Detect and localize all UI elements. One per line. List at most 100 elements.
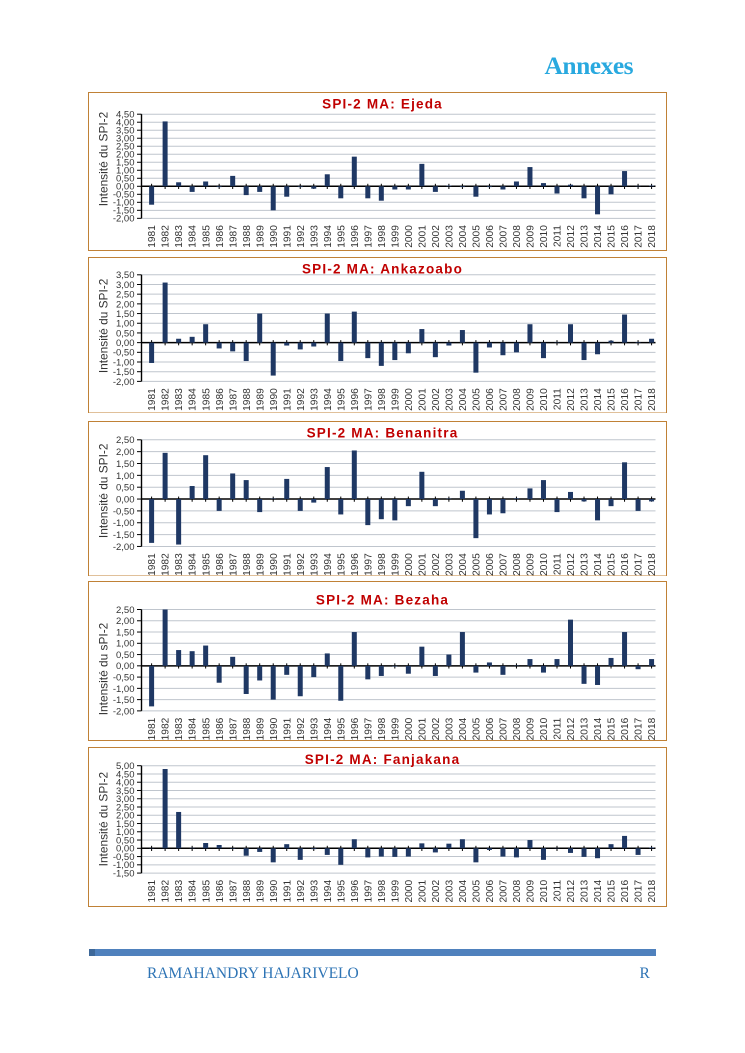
- svg-text:2,00: 2,00: [116, 616, 135, 627]
- svg-text:2006: 2006: [485, 387, 496, 410]
- svg-text:2007: 2007: [499, 552, 510, 575]
- svg-text:1983: 1983: [174, 717, 185, 740]
- svg-text:2005: 2005: [472, 225, 483, 248]
- svg-text:2014: 2014: [593, 552, 604, 575]
- svg-text:2007: 2007: [499, 717, 510, 740]
- svg-text:2000: 2000: [404, 552, 415, 575]
- svg-text:2002: 2002: [431, 717, 442, 740]
- svg-text:1994: 1994: [323, 552, 334, 575]
- svg-text:1991: 1991: [282, 225, 293, 248]
- svg-text:1992: 1992: [296, 879, 307, 902]
- svg-text:2007: 2007: [499, 387, 510, 410]
- svg-text:2011: 2011: [553, 717, 564, 739]
- svg-text:1991: 1991: [282, 717, 293, 740]
- svg-text:2009: 2009: [526, 387, 537, 410]
- svg-text:-1,50: -1,50: [113, 530, 135, 541]
- svg-text:1988: 1988: [242, 717, 253, 740]
- svg-text:1987: 1987: [228, 387, 239, 410]
- svg-text:1996: 1996: [350, 387, 361, 410]
- svg-text:2016: 2016: [620, 552, 631, 575]
- svg-text:-1,00: -1,00: [113, 198, 135, 209]
- svg-text:2014: 2014: [593, 717, 604, 740]
- svg-text:1987: 1987: [228, 552, 239, 575]
- svg-text:-0,50: -0,50: [113, 506, 135, 517]
- svg-text:2015: 2015: [607, 879, 618, 902]
- svg-text:2,50: 2,50: [116, 605, 135, 616]
- svg-text:2,00: 2,00: [116, 150, 135, 161]
- svg-text:2014: 2014: [593, 387, 604, 410]
- svg-text:Intensité du sPI-2: Intensité du sPI-2: [97, 622, 111, 715]
- svg-text:1984: 1984: [188, 552, 199, 575]
- svg-text:2,50: 2,50: [116, 802, 135, 813]
- svg-text:1994: 1994: [323, 717, 334, 740]
- svg-text:3,50: 3,50: [116, 270, 135, 281]
- svg-text:3,00: 3,00: [116, 794, 135, 805]
- svg-text:2015: 2015: [607, 717, 618, 740]
- svg-text:Intensité du SPI-2: Intensité du SPI-2: [97, 111, 111, 206]
- svg-text:1989: 1989: [255, 387, 266, 410]
- svg-text:1988: 1988: [242, 225, 253, 248]
- svg-text:1981: 1981: [147, 387, 158, 410]
- svg-text:1987: 1987: [228, 717, 239, 740]
- svg-text:2000: 2000: [404, 225, 415, 248]
- svg-text:1998: 1998: [377, 879, 388, 902]
- svg-text:2005: 2005: [472, 717, 483, 740]
- svg-text:2002: 2002: [431, 387, 442, 410]
- svg-text:1,50: 1,50: [116, 158, 135, 169]
- svg-text:5,00: 5,00: [116, 761, 135, 772]
- svg-text:1,00: 1,00: [116, 318, 135, 329]
- svg-text:2018: 2018: [647, 387, 658, 410]
- svg-text:1993: 1993: [309, 717, 320, 740]
- svg-text:1990: 1990: [269, 387, 280, 410]
- svg-text:1990: 1990: [269, 225, 280, 248]
- svg-text:1989: 1989: [255, 717, 266, 740]
- svg-text:1981: 1981: [147, 879, 158, 902]
- svg-text:3,00: 3,00: [116, 134, 135, 145]
- svg-text:2004: 2004: [458, 552, 469, 575]
- svg-text:1989: 1989: [255, 552, 266, 575]
- svg-text:2015: 2015: [607, 225, 618, 248]
- svg-text:1,00: 1,00: [116, 470, 135, 481]
- svg-text:1994: 1994: [323, 387, 334, 410]
- svg-text:0,50: 0,50: [116, 328, 135, 339]
- svg-text:1993: 1993: [309, 225, 320, 248]
- svg-text:2017: 2017: [634, 717, 645, 740]
- svg-text:1995: 1995: [336, 387, 347, 410]
- svg-text:2018: 2018: [647, 552, 658, 575]
- svg-text:1998: 1998: [377, 552, 388, 575]
- svg-text:2010: 2010: [539, 879, 550, 902]
- svg-text:1983: 1983: [174, 225, 185, 248]
- svg-text:2,00: 2,00: [116, 447, 135, 458]
- svg-text:2013: 2013: [580, 552, 591, 575]
- svg-text:SPI-2 MA: Ankazoabo: SPI-2 MA: Ankazoabo: [302, 261, 463, 276]
- svg-text:1988: 1988: [242, 879, 253, 902]
- svg-text:-1,00: -1,00: [113, 860, 135, 871]
- svg-text:1990: 1990: [269, 552, 280, 575]
- svg-text:2003: 2003: [444, 879, 455, 902]
- svg-text:2000: 2000: [404, 717, 415, 740]
- svg-text:Intensité du SPI-2: Intensité du SPI-2: [97, 443, 111, 538]
- svg-text:-0,50: -0,50: [113, 347, 135, 358]
- svg-text:2015: 2015: [607, 387, 618, 410]
- svg-text:3,50: 3,50: [116, 785, 135, 796]
- svg-text:1997: 1997: [363, 387, 374, 410]
- svg-text:1997: 1997: [363, 879, 374, 902]
- svg-text:2008: 2008: [512, 717, 523, 740]
- svg-text:1998: 1998: [377, 387, 388, 410]
- svg-text:1982: 1982: [161, 552, 172, 575]
- svg-text:2009: 2009: [526, 225, 537, 248]
- svg-text:1,50: 1,50: [116, 458, 135, 469]
- svg-text:1996: 1996: [350, 552, 361, 575]
- svg-text:-1,00: -1,00: [113, 684, 135, 695]
- svg-text:2017: 2017: [634, 552, 645, 575]
- svg-text:2008: 2008: [512, 387, 523, 410]
- svg-text:1998: 1998: [377, 225, 388, 248]
- svg-text:0,50: 0,50: [116, 174, 135, 185]
- svg-text:2011: 2011: [553, 879, 564, 901]
- svg-text:1993: 1993: [309, 387, 320, 410]
- svg-text:2010: 2010: [539, 225, 550, 248]
- svg-text:1996: 1996: [350, 879, 361, 902]
- svg-text:1999: 1999: [390, 387, 401, 410]
- svg-text:1986: 1986: [215, 225, 226, 248]
- svg-text:2001: 2001: [417, 717, 428, 740]
